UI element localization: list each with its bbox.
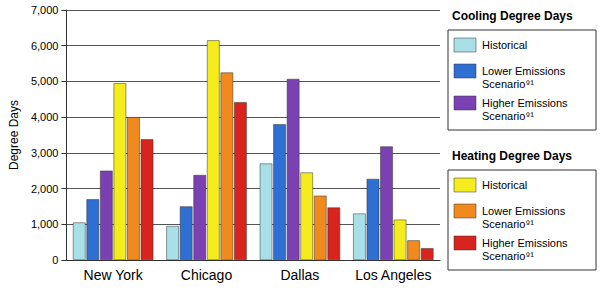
svg-text:New York: New York	[84, 267, 144, 283]
svg-text:Historical: Historical	[482, 39, 527, 51]
svg-text:Higher Emissions: Higher Emissions	[482, 237, 571, 249]
svg-text:Cooling Degree Days: Cooling Degree Days	[452, 9, 573, 23]
svg-text:4,000: 4,000	[31, 111, 59, 123]
svg-text:0: 0	[52, 254, 58, 266]
svg-text:Chicago: Chicago	[181, 267, 233, 283]
svg-text:1,000: 1,000	[31, 218, 59, 230]
svg-text:Lower Emissions: Lower Emissions	[482, 65, 568, 77]
svg-text:Scenario⁹¹: Scenario⁹¹	[482, 250, 534, 262]
svg-text:Heating Degree Days: Heating Degree Days	[452, 149, 572, 163]
svg-text:Dallas: Dallas	[280, 267, 319, 283]
svg-text:Lower Emissions: Lower Emissions	[482, 205, 568, 217]
svg-text:Scenario⁹¹: Scenario⁹¹	[482, 78, 534, 90]
svg-text:Scenario⁹¹: Scenario⁹¹	[482, 218, 534, 230]
svg-text:7,000: 7,000	[31, 4, 59, 16]
svg-text:Higher Emissions: Higher Emissions	[482, 97, 571, 109]
svg-text:Degree Days: Degree Days	[7, 100, 21, 170]
svg-text:6,000: 6,000	[31, 40, 59, 52]
svg-text:Scenario⁹¹: Scenario⁹¹	[482, 110, 534, 122]
svg-text:5,000: 5,000	[31, 75, 59, 87]
svg-text:Historical: Historical	[482, 179, 527, 191]
svg-text:Los Angeles: Los Angeles	[355, 267, 431, 283]
svg-text:3,000: 3,000	[31, 147, 59, 159]
svg-text:2,000: 2,000	[31, 183, 59, 195]
